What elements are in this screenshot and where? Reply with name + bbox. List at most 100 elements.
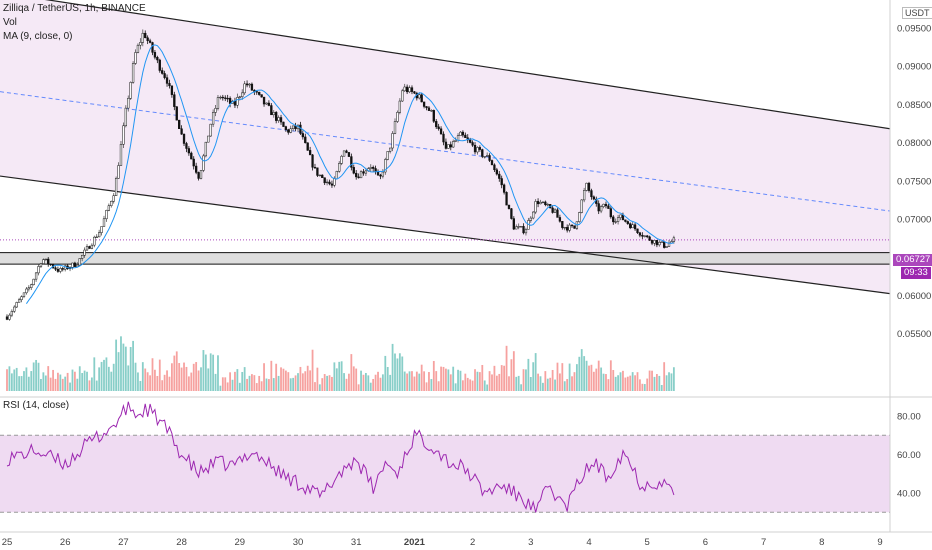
volume-bar xyxy=(236,369,239,391)
volume-bar xyxy=(566,379,569,391)
volume-bar xyxy=(30,371,33,391)
volume-bar xyxy=(88,380,91,391)
currency-label[interactable]: USDT xyxy=(902,7,932,19)
candle-body xyxy=(437,126,440,130)
volume-bar xyxy=(263,363,265,391)
volume-pane xyxy=(6,336,675,391)
volume-bar xyxy=(86,371,88,391)
candle-body xyxy=(306,142,309,151)
volume-bar xyxy=(345,378,348,391)
volume-bar xyxy=(192,363,195,391)
volume-bar xyxy=(435,371,438,391)
candle-body xyxy=(585,182,588,191)
volume-bar xyxy=(408,371,411,391)
candle-body xyxy=(207,135,210,143)
candle-body xyxy=(536,201,540,205)
volume-bars xyxy=(6,336,675,391)
candle-body xyxy=(355,172,358,178)
candle-body xyxy=(59,268,62,272)
rsi-pane[interactable] xyxy=(0,401,890,513)
candle-body xyxy=(241,92,244,98)
volume-bar xyxy=(105,357,108,391)
volume-bar xyxy=(384,355,387,391)
candle-body xyxy=(391,133,394,149)
candle-body xyxy=(410,87,414,92)
candle-body xyxy=(204,141,207,157)
volume-bar xyxy=(481,364,484,391)
candle-body xyxy=(454,140,457,142)
candle-body xyxy=(83,249,86,256)
candle-body xyxy=(464,134,467,138)
volume-bar xyxy=(428,372,430,391)
candle-body xyxy=(602,203,605,207)
candle-body xyxy=(359,171,363,179)
candle-body xyxy=(42,259,45,264)
volume-bar xyxy=(54,378,57,391)
volume-bar xyxy=(486,384,489,391)
candle-body xyxy=(476,147,479,153)
candle-body xyxy=(221,96,224,99)
volume-bar xyxy=(289,378,292,391)
volume-bar xyxy=(175,351,178,391)
volume-bar xyxy=(614,376,617,391)
candle-body xyxy=(95,236,98,238)
volume-bar xyxy=(90,377,93,391)
volume-bar xyxy=(95,380,98,391)
candle-body xyxy=(393,121,397,134)
volume-bar xyxy=(571,376,573,391)
volume-bar xyxy=(163,374,166,391)
volume-bar xyxy=(134,362,137,391)
candle-body xyxy=(34,272,38,280)
price-pane[interactable] xyxy=(0,0,891,321)
volume-bar xyxy=(18,376,21,391)
volume-bar xyxy=(47,366,50,391)
volume-bar xyxy=(377,371,379,391)
candle-body xyxy=(495,169,499,175)
candle-body xyxy=(614,221,617,223)
candle-body xyxy=(512,218,515,230)
volume-bar xyxy=(187,376,190,391)
candle-body xyxy=(102,218,106,227)
volume-bar xyxy=(440,366,442,391)
price-tick-label: 0.05500 xyxy=(897,329,931,340)
candle-body xyxy=(216,97,220,109)
time-tick-label: 3 xyxy=(528,537,533,548)
candle-body xyxy=(502,184,506,193)
candle-body xyxy=(211,112,215,125)
time-tick-label: 30 xyxy=(293,537,304,548)
candle-body xyxy=(141,32,144,43)
support-zone xyxy=(0,252,890,265)
candle-body xyxy=(435,121,438,128)
candle-body xyxy=(573,225,576,229)
candle-body xyxy=(556,209,559,218)
candle-body xyxy=(272,112,275,116)
time-tick-label: 27 xyxy=(118,537,129,548)
candle-body xyxy=(372,167,375,169)
volume-bar xyxy=(665,375,668,391)
candle-body xyxy=(182,133,186,144)
volume-bar xyxy=(316,367,319,391)
time-tick-label: 29 xyxy=(235,537,246,548)
volume-bar xyxy=(209,353,212,391)
volume-bar xyxy=(297,373,299,391)
candle-body xyxy=(398,100,402,113)
volume-bar xyxy=(299,366,302,391)
volume-bar xyxy=(241,371,244,391)
volume-bar xyxy=(449,374,452,391)
candle-body xyxy=(619,214,622,218)
volume-bar xyxy=(61,378,64,391)
candle-body xyxy=(90,244,94,249)
rsi-tick-label: 80.00 xyxy=(897,412,921,423)
volume-bar xyxy=(318,384,321,391)
volume-bar xyxy=(284,370,287,391)
volume-bar xyxy=(173,355,176,391)
volume-bar xyxy=(207,368,210,391)
volume-bar xyxy=(27,376,30,391)
candle-body xyxy=(105,210,108,220)
candle-body xyxy=(156,57,159,61)
candle-body xyxy=(134,52,137,64)
volume-bar xyxy=(255,383,258,391)
volume-bar xyxy=(639,379,641,391)
candle-body xyxy=(151,42,154,53)
